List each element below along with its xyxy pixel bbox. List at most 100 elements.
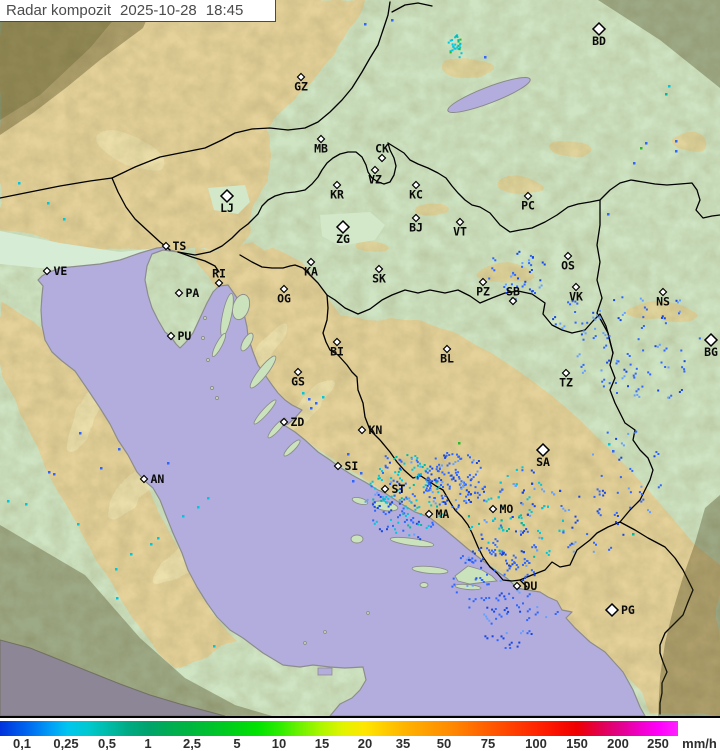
- radar-echo-cell: [534, 613, 537, 616]
- legend-tick-label: 100: [525, 736, 547, 751]
- radar-echo-cell: [505, 292, 508, 294]
- radar-echo-cell: [502, 551, 505, 554]
- radar-echo-cell: [463, 499, 466, 502]
- radar-echo-cell: [380, 499, 383, 502]
- radar-echo-cell: [394, 471, 397, 474]
- legend-tick-label: 250: [647, 736, 669, 751]
- radar-echo-cell: [381, 470, 383, 473]
- radar-echo-cell: [425, 470, 427, 473]
- radar-echo-cell: [528, 259, 530, 262]
- radar-echo-cell: [386, 528, 388, 531]
- radar-echo-cell: [526, 610, 529, 613]
- radar-echo-cell: [416, 457, 419, 459]
- radar-echo-cell: [425, 487, 428, 490]
- radar-echo-cell: [459, 557, 462, 560]
- station-marker-diamond: [306, 257, 316, 267]
- radar-echo-speck: [632, 533, 635, 536]
- station-vk: VK: [569, 282, 583, 304]
- radar-echo-cell: [516, 589, 519, 592]
- radar-echo-cell: [526, 498, 529, 501]
- station-marker-diamond: [214, 278, 224, 288]
- radar-echo-cell: [498, 613, 501, 616]
- radar-echo-cell: [378, 528, 381, 531]
- legend-tick-label: 20: [357, 736, 373, 751]
- station-label: RI: [212, 267, 226, 281]
- radar-echo-speck: [640, 147, 643, 150]
- station-ck: CK: [375, 142, 389, 163]
- radar-echo-speck: [364, 23, 367, 26]
- radar-echo-cell: [454, 461, 457, 464]
- islet-4: [210, 386, 214, 390]
- radar-echo-cell: [430, 525, 433, 528]
- radar-echo-cell: [417, 474, 420, 477]
- radar-echo-cell: [485, 521, 488, 524]
- radar-echo-cell: [528, 271, 531, 273]
- radar-echo-cell: [377, 474, 380, 477]
- radar-echo-cell: [491, 608, 494, 611]
- radar-echo-cell: [547, 505, 549, 508]
- radar-echo-cell: [505, 607, 508, 610]
- radar-echo-cell: [602, 385, 605, 388]
- zagreb-basin: [320, 212, 385, 246]
- radar-echo-cell: [483, 499, 486, 502]
- radar-echo-cell: [486, 547, 489, 550]
- radar-echo-cell: [492, 541, 495, 544]
- radar-echo-cell: [529, 254, 532, 257]
- radar-echo-cell: [480, 546, 483, 549]
- radar-echo-cell: [567, 301, 570, 304]
- radar-echo-cell: [486, 606, 489, 609]
- radar-echo-cell: [487, 541, 490, 544]
- radar-echo-cell: [480, 560, 483, 563]
- station-an: AN: [139, 472, 164, 486]
- radar-echo-cell: [520, 502, 523, 505]
- radar-echo-cell: [387, 505, 390, 508]
- station-marker-diamond: [478, 277, 488, 287]
- radar-echo-cell: [414, 455, 417, 457]
- radar-echo-cell: [562, 529, 565, 532]
- radar-echo-cell: [399, 477, 401, 480]
- radar-echo-cell: [469, 528, 472, 530]
- radar-echo-cell: [483, 613, 486, 616]
- radar-echo-cell: [457, 47, 460, 50]
- radar-echo-cell: [554, 613, 557, 615]
- radar-echo-cell: [500, 525, 503, 528]
- station-label: KC: [409, 188, 423, 202]
- radar-echo-cell: [627, 432, 630, 435]
- radar-echo-cell: [369, 482, 372, 485]
- station-label: BJ: [409, 221, 423, 235]
- radar-echo-cell: [578, 495, 581, 498]
- radar-echo-cell: [494, 554, 497, 557]
- radar-echo-cell: [504, 283, 507, 286]
- border-bosnia-west: [239, 254, 528, 588]
- radar-echo-cell: [417, 523, 420, 526]
- radar-echo-cell: [486, 583, 489, 586]
- radar-echo-cell: [474, 473, 477, 476]
- radar-echo-cell: [470, 501, 472, 503]
- lake-lesina: [317, 667, 333, 676]
- radar-echo-cell: [523, 489, 525, 492]
- radar-echo-cell: [500, 615, 503, 618]
- radar-echo-cell: [500, 519, 503, 522]
- radar-echo-cell: [414, 508, 417, 511]
- radar-echo-cell: [592, 311, 595, 314]
- radar-echo-cell: [486, 573, 488, 576]
- radar-echo-speck: [47, 202, 50, 205]
- radar-echo-cell: [438, 477, 441, 480]
- radar-echo-cell: [398, 458, 401, 461]
- radar-echo-cell: [430, 473, 433, 476]
- radar-echo-cell: [621, 296, 624, 299]
- radar-echo-cell: [525, 528, 528, 531]
- radar-echo-cell: [446, 464, 449, 467]
- radar-echo-speck: [197, 506, 200, 509]
- peninsula-peljesac: [454, 565, 498, 585]
- radar-echo-cell: [509, 565, 512, 568]
- station-pc: PC: [521, 191, 535, 213]
- radar-echo-cell: [523, 558, 526, 561]
- radar-echo-cell: [467, 454, 469, 457]
- radar-echo-cell: [467, 556, 470, 559]
- radar-echo-cell: [523, 283, 526, 286]
- radar-echo-cell: [615, 511, 618, 514]
- radar-echo-cell: [504, 647, 507, 649]
